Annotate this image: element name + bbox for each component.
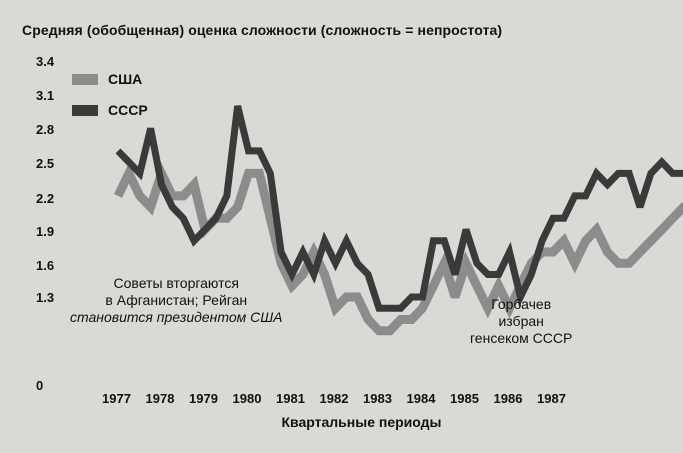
y-tick-label: 3.4 <box>36 54 55 69</box>
annotation-gorbachev-line2: избран <box>498 313 544 329</box>
legend-label-ussr: СССР <box>108 102 148 118</box>
x-tick-label: 1985 <box>450 391 479 406</box>
series-line-ussr <box>115 105 683 312</box>
x-tick-label: 1981 <box>276 391 305 406</box>
x-tick-label: 1984 <box>407 391 437 406</box>
y-tick-label: 1.3 <box>36 290 54 305</box>
y-axis-ticks: 0 1.3 1.6 1.9 2.2 2.5 2.8 3.1 3.4 <box>36 54 55 393</box>
chart-title: Средняя (обобщенная) оценка сложности (с… <box>22 22 503 38</box>
y-tick-label: 2.8 <box>36 122 54 137</box>
annotation-afghanistan-line2: в Афганистан; Рейган <box>105 292 248 308</box>
legend-item-usa: США <box>72 68 148 90</box>
legend-swatch-ussr <box>72 104 98 116</box>
y-tick-label: 3.1 <box>36 88 54 103</box>
y-tick-label: 2.2 <box>36 191 54 206</box>
y-tick-label: 2.5 <box>36 156 54 171</box>
x-tick-label: 1978 <box>146 391 175 406</box>
y-tick-label: 0 <box>36 378 43 393</box>
x-tick-label: 1982 <box>320 391 349 406</box>
legend-label-usa: США <box>108 71 143 87</box>
x-axis-label: Квартальные периоды <box>281 414 442 430</box>
x-tick-label: 1977 <box>102 391 131 406</box>
legend: США СССР <box>72 68 148 130</box>
x-tick-label: 1986 <box>494 391 523 406</box>
annotation-gorbachev-line3: генсеком СССР <box>470 330 573 346</box>
annotation-gorbachev: Горбачев избран генсеком СССР <box>470 296 572 347</box>
x-tick-label: 1980 <box>233 391 262 406</box>
annotation-gorbachev-line1: Горбачев <box>491 296 552 312</box>
annotation-afghanistan: Советы вторгаются в Афганистан; Рейган с… <box>70 275 283 326</box>
legend-swatch-usa <box>72 73 98 85</box>
x-tick-label: 1987 <box>537 391 566 406</box>
x-axis-ticks: 1977 1978 1979 1980 1981 1982 1983 1984 1985 1986… <box>102 391 566 406</box>
series-lines <box>113 105 683 336</box>
annotation-afghanistan-line3: становится президентом США <box>70 309 283 325</box>
y-tick-label: 1.6 <box>36 258 54 273</box>
legend-item-ussr: СССР <box>72 99 148 121</box>
x-tick-label: 1983 <box>363 391 392 406</box>
x-tick-label: 1979 <box>189 391 218 406</box>
annotation-afghanistan-line1: Советы вторгаются <box>113 275 239 291</box>
y-tick-label: 1.9 <box>36 224 54 239</box>
